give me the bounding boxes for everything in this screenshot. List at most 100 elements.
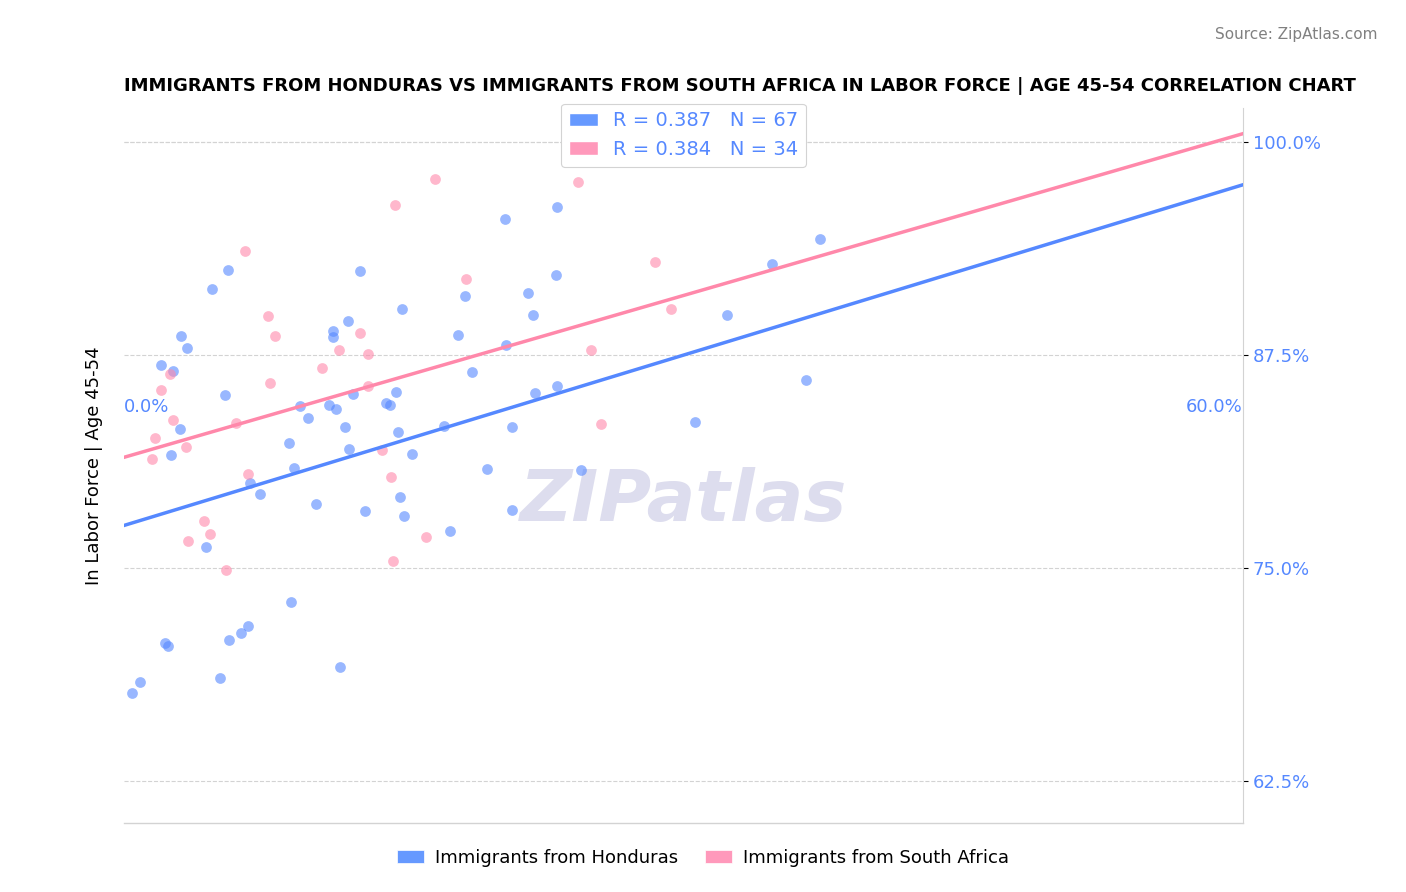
Point xyxy=(141,452,163,467)
Point xyxy=(160,448,183,462)
Point xyxy=(447,327,470,342)
Point xyxy=(277,436,299,450)
Point xyxy=(494,211,516,226)
Point xyxy=(385,385,408,400)
Point xyxy=(349,326,371,341)
Point xyxy=(297,411,319,425)
Point xyxy=(208,672,231,686)
Point xyxy=(169,422,191,436)
Point xyxy=(259,376,281,390)
Point xyxy=(337,442,360,456)
Point xyxy=(439,524,461,538)
Y-axis label: In Labor Force | Age 45-54: In Labor Force | Age 45-54 xyxy=(86,346,103,585)
Point xyxy=(215,563,238,577)
Point xyxy=(121,686,143,700)
Text: IMMIGRANTS FROM HONDURAS VS IMMIGRANTS FROM SOUTH AFRICA IN LABOR FORCE | AGE 45: IMMIGRANTS FROM HONDURAS VS IMMIGRANTS F… xyxy=(124,78,1355,95)
Point xyxy=(571,463,593,477)
Point xyxy=(354,504,377,518)
Point xyxy=(546,200,568,214)
Point xyxy=(143,431,166,445)
Point xyxy=(342,386,364,401)
Point xyxy=(325,402,347,417)
Point xyxy=(380,470,402,484)
Point xyxy=(495,338,517,352)
Point xyxy=(401,448,423,462)
Point xyxy=(661,302,683,317)
Point xyxy=(415,530,437,544)
Point xyxy=(311,361,333,376)
Point xyxy=(766,90,789,104)
Point xyxy=(378,398,401,412)
Point xyxy=(257,310,280,324)
Point xyxy=(579,343,602,357)
Point xyxy=(218,632,240,647)
Point xyxy=(544,268,567,282)
Point xyxy=(169,328,191,343)
Point xyxy=(217,262,239,277)
Point xyxy=(236,467,259,481)
Point xyxy=(391,302,413,317)
Point xyxy=(198,527,221,541)
Point xyxy=(644,254,666,268)
Point xyxy=(808,232,831,246)
Point xyxy=(683,416,706,430)
Point xyxy=(567,175,589,189)
Point xyxy=(159,367,181,381)
Point xyxy=(501,503,523,517)
Point xyxy=(357,378,380,392)
Point xyxy=(374,395,396,409)
Point xyxy=(156,639,179,653)
Point xyxy=(162,412,184,426)
Point xyxy=(371,442,394,457)
Point xyxy=(264,329,287,343)
Point xyxy=(236,619,259,633)
Point xyxy=(392,509,415,524)
Point xyxy=(177,533,200,548)
Point xyxy=(337,314,360,328)
Point xyxy=(195,540,218,554)
Point xyxy=(304,497,326,511)
Point xyxy=(423,172,446,186)
Point xyxy=(387,425,409,439)
Point xyxy=(328,343,350,358)
Point xyxy=(501,419,523,434)
Point xyxy=(128,674,150,689)
Point xyxy=(796,373,818,387)
Point xyxy=(283,461,305,475)
Point xyxy=(225,416,247,430)
Point xyxy=(522,308,544,322)
Point xyxy=(249,487,271,501)
Text: Source: ZipAtlas.com: Source: ZipAtlas.com xyxy=(1215,27,1378,42)
Point xyxy=(153,636,176,650)
Point xyxy=(176,341,198,355)
Point xyxy=(433,418,456,433)
Point xyxy=(193,514,215,528)
Text: 60.0%: 60.0% xyxy=(1187,398,1243,416)
Point xyxy=(318,398,340,412)
Point xyxy=(589,417,612,431)
Point xyxy=(384,197,406,211)
Point xyxy=(235,244,257,258)
Point xyxy=(149,358,172,372)
Point xyxy=(162,364,184,378)
Point xyxy=(761,257,783,271)
Point xyxy=(716,308,738,322)
Legend: R = 0.387   N = 67, R = 0.384   N = 34: R = 0.387 N = 67, R = 0.384 N = 34 xyxy=(561,103,806,167)
Point xyxy=(517,285,540,300)
Point xyxy=(382,554,405,568)
Point xyxy=(546,379,568,393)
Point xyxy=(288,399,311,413)
Point xyxy=(460,365,482,379)
Point xyxy=(349,264,371,278)
Text: 0.0%: 0.0% xyxy=(124,398,170,416)
Point xyxy=(454,289,477,303)
Point xyxy=(329,660,352,674)
Point xyxy=(149,383,172,397)
Point xyxy=(214,388,236,402)
Text: ZIPatlas: ZIPatlas xyxy=(520,467,848,536)
Point xyxy=(231,626,253,640)
Point xyxy=(322,330,344,344)
Point xyxy=(322,324,344,338)
Point xyxy=(280,595,302,609)
Point xyxy=(523,386,546,401)
